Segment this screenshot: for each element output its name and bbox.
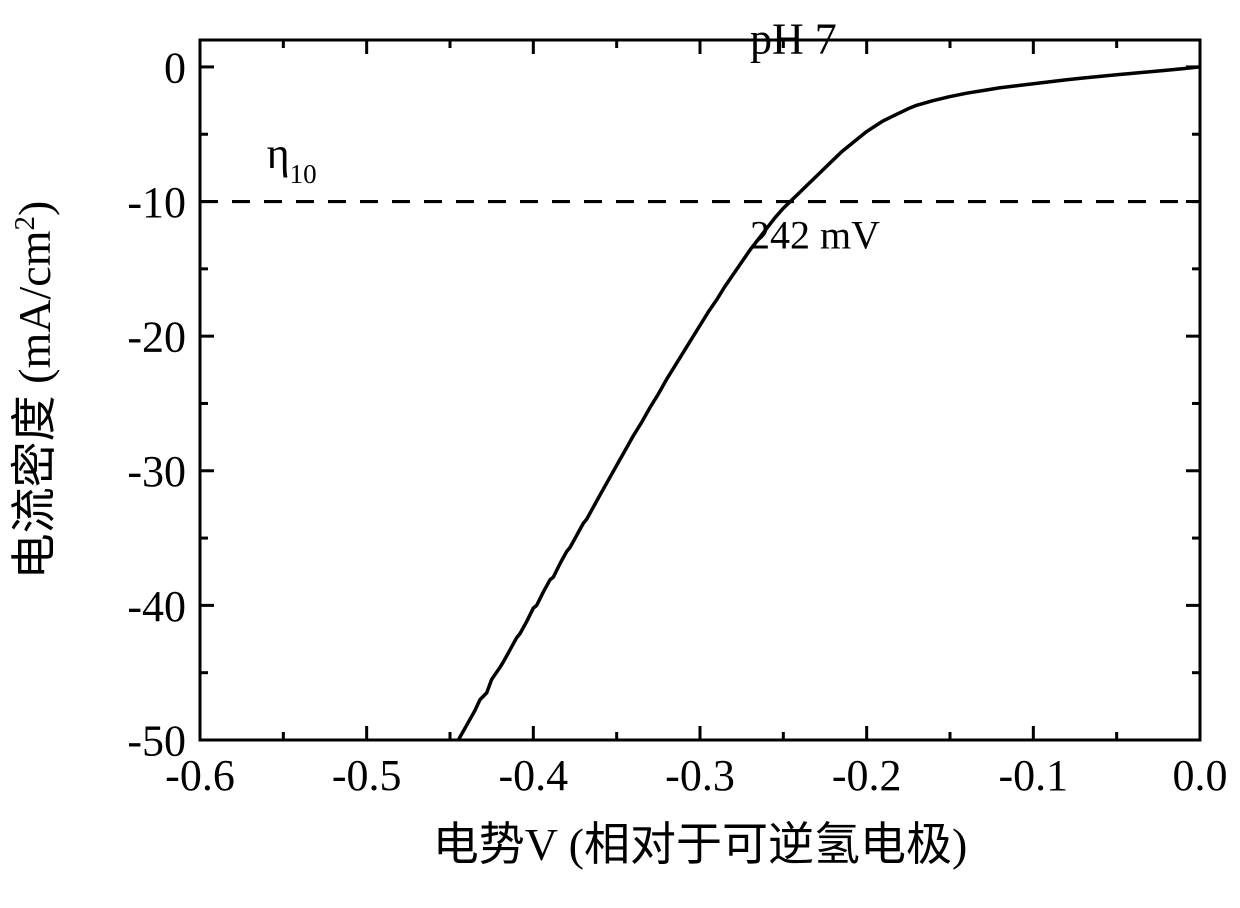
x-tick-label: -0.2 [832, 751, 902, 800]
polarization-chart: -0.6-0.5-0.4-0.3-0.2-0.10.0-50-40-30-20-… [0, 0, 1240, 908]
overpotential-annotation: 242 mV [750, 213, 880, 258]
x-tick-label: -0.5 [332, 751, 402, 800]
y-tick-label: -40 [127, 582, 186, 631]
y-tick-label: -20 [127, 313, 186, 362]
x-tick-label: -0.4 [499, 751, 569, 800]
plot-background [200, 40, 1200, 740]
x-axis-label: 电势V (相对于可逆氢电极) [433, 819, 968, 870]
y-axis-label: 电流密度 (mA/cm2) [9, 201, 60, 580]
y-tick-label: -50 [127, 716, 186, 765]
ph-annotation: pH 7 [750, 14, 837, 63]
y-tick-label: -30 [127, 447, 186, 496]
chart-container: -0.6-0.5-0.4-0.3-0.2-0.10.0-50-40-30-20-… [0, 0, 1240, 908]
y-tick-label: -10 [127, 178, 186, 227]
y-tick-label: 0 [164, 43, 186, 92]
x-tick-label: 0.0 [1173, 751, 1228, 800]
x-tick-label: -0.3 [665, 751, 735, 800]
x-tick-label: -0.1 [999, 751, 1069, 800]
